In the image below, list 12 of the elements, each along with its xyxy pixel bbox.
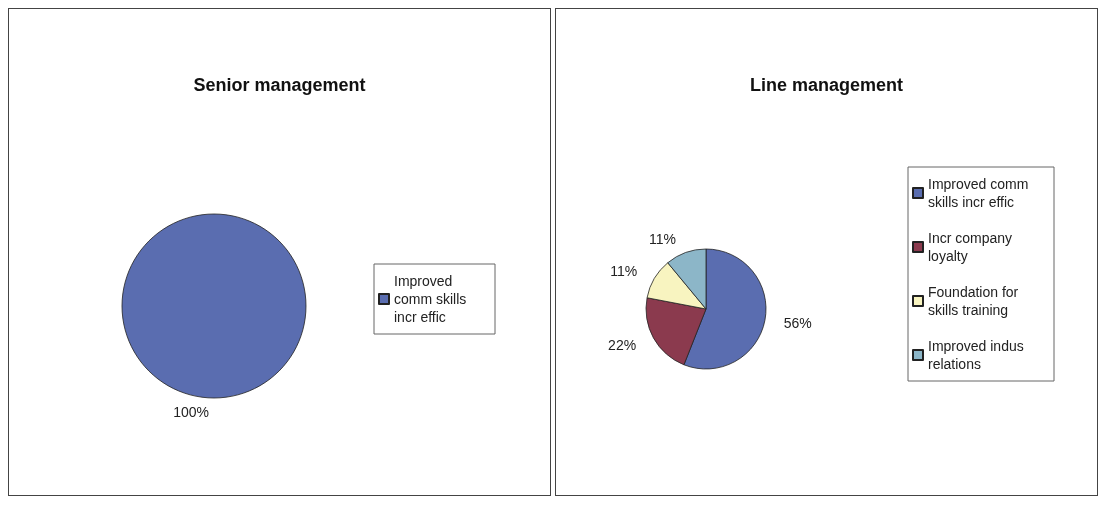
data-label: 11% — [648, 231, 676, 248]
data-label: 100% — [173, 404, 209, 420]
chart-title: Line management — [749, 75, 904, 95]
data-label: 56% — [783, 314, 812, 331]
data-label: 22% — [608, 336, 637, 353]
legend-label: Improved indus relations — [928, 338, 1028, 372]
legend-label: Improved comm skills incr effic — [928, 176, 1033, 210]
data-label: 11% — [610, 263, 638, 280]
legend-label: Foundation for skills training — [928, 284, 1023, 318]
legend-label: Improved comm skills incr effic — [394, 273, 471, 325]
legend-label: Incr company loyalty — [928, 230, 1016, 264]
chart-title: Senior management — [193, 75, 366, 95]
